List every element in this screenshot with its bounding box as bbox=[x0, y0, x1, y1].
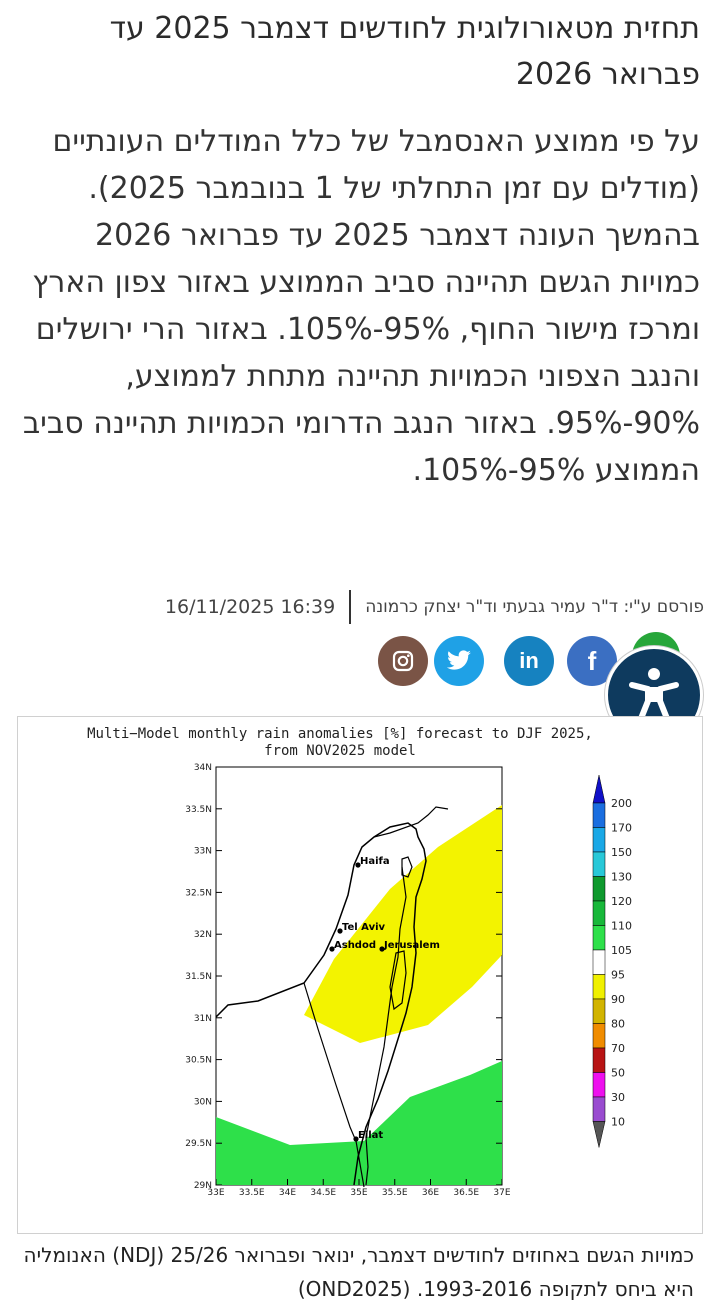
map-title-line1: Multi−Model monthly rain anomalies [%] f… bbox=[87, 726, 593, 742]
lon-label: 36.5E bbox=[453, 1188, 479, 1198]
legend-swatch bbox=[592, 876, 606, 902]
lon-label: 35.5E bbox=[382, 1188, 408, 1198]
linkedin-share-button[interactable]: in bbox=[504, 636, 554, 686]
city-label: Eilat bbox=[358, 1130, 383, 1141]
legend-swatch bbox=[592, 974, 606, 1000]
lat-label: 33.5N bbox=[185, 805, 212, 815]
legend-swatch bbox=[592, 998, 606, 1024]
above-average-zone bbox=[216, 1061, 502, 1185]
facebook-icon: f bbox=[587, 645, 597, 676]
coastline bbox=[215, 822, 427, 1186]
article-title: תחזית מטאורולוגית לחודשים דצמבר 2025 עד … bbox=[109, 11, 700, 92]
legend-label: 105 bbox=[611, 944, 632, 957]
lat-label: 32N bbox=[194, 930, 212, 940]
legend-swatch bbox=[592, 925, 606, 951]
border-line bbox=[303, 982, 365, 1188]
legend-swatch bbox=[592, 1096, 606, 1122]
legend-arrow-bottom bbox=[592, 1121, 606, 1148]
lat-label: 30.5N bbox=[185, 1056, 212, 1066]
article-lead: על פי ממוצע האנסמבל של כלל המודלים העונת… bbox=[22, 124, 700, 488]
city-marker bbox=[353, 1136, 359, 1142]
legend-label: 170 bbox=[611, 822, 632, 835]
legend-swatch bbox=[592, 1072, 606, 1098]
publish-date: 16/11/2025 16:39 bbox=[164, 596, 336, 618]
lat-label: 29.5N bbox=[185, 1139, 212, 1149]
figure-caption: כמויות הגשם באחוזים לחודשים דצמבר, ינואר… bbox=[23, 1243, 694, 1301]
lon-label: 37E bbox=[493, 1188, 510, 1198]
city-marker bbox=[337, 928, 343, 934]
accessibility-icon bbox=[629, 668, 679, 724]
legend-label: 95 bbox=[611, 969, 625, 982]
byline-author: פורסם ע"י: ד"ר עמיר גבעתי וד"ר יצחק כרמו… bbox=[365, 597, 704, 617]
lon-label: 33.5E bbox=[239, 1188, 265, 1198]
byline-divider bbox=[349, 590, 352, 624]
twitter-icon bbox=[446, 650, 471, 670]
city-marker bbox=[329, 946, 335, 952]
legend-label: 150 bbox=[611, 846, 632, 859]
sea-of-galilee bbox=[401, 856, 413, 878]
lat-label: 31N bbox=[194, 1014, 212, 1024]
lon-label: 33E bbox=[207, 1188, 224, 1198]
legend-swatch bbox=[592, 1047, 606, 1073]
lat-label: 32.5N bbox=[185, 888, 212, 898]
lon-label: 35E bbox=[350, 1188, 367, 1198]
legend-label: 130 bbox=[611, 871, 632, 884]
legend-swatch bbox=[592, 827, 606, 853]
legend-label: 10 bbox=[611, 1116, 625, 1129]
legend-label: 110 bbox=[611, 920, 632, 933]
legend-label: 90 bbox=[611, 993, 625, 1006]
legend-swatch bbox=[592, 1023, 606, 1049]
legend-label: 30 bbox=[611, 1091, 625, 1104]
lon-label: 36E bbox=[422, 1188, 439, 1198]
legend-swatch bbox=[592, 802, 606, 828]
legend-label: 50 bbox=[611, 1067, 625, 1080]
city-label: Ashdod bbox=[334, 940, 376, 951]
twitter-share-button[interactable] bbox=[434, 636, 484, 686]
legend-label: 200 bbox=[611, 797, 632, 810]
legend-swatch bbox=[592, 851, 606, 877]
lon-label: 34E bbox=[279, 1188, 296, 1198]
city-label: Haifa bbox=[360, 856, 390, 867]
legend-label: 120 bbox=[611, 895, 632, 908]
below-average-zone bbox=[304, 805, 502, 1043]
rain-anomaly-map: Multi−Model monthly rain anomalies [%] f… bbox=[87, 726, 632, 1198]
city-marker bbox=[355, 862, 361, 868]
instagram-icon bbox=[392, 650, 414, 672]
lat-label: 34N bbox=[194, 763, 212, 773]
lat-label: 33N bbox=[194, 847, 212, 857]
lon-label: 34.5E bbox=[310, 1188, 336, 1198]
lat-label: 29N bbox=[194, 1181, 212, 1191]
jordan-valley bbox=[365, 866, 407, 1186]
map-title-line2: from NOV2025 model bbox=[264, 743, 416, 759]
instagram-share-button[interactable] bbox=[378, 636, 428, 686]
lat-label: 30N bbox=[194, 1097, 212, 1107]
legend-swatch bbox=[592, 949, 606, 975]
legend-label: 80 bbox=[611, 1018, 625, 1031]
linkedin-icon: in bbox=[519, 648, 539, 673]
legend-arrow-top bbox=[592, 774, 606, 804]
legend-label: 70 bbox=[611, 1042, 625, 1055]
byline: פורסם ע"י: ד"ר עמיר גבעתי וד"ר יצחק כרמו… bbox=[14, 589, 704, 625]
lat-label: 31.5N bbox=[185, 972, 212, 982]
city-label: Tel Aviv bbox=[342, 922, 386, 933]
dead-sea bbox=[389, 950, 407, 1011]
north-border bbox=[373, 806, 449, 838]
city-label: Jerusalem bbox=[383, 940, 440, 951]
legend-swatch bbox=[592, 900, 606, 926]
forecast-map-figure: Multi−Model monthly rain anomalies [%] f… bbox=[17, 716, 703, 1234]
city-marker bbox=[379, 946, 385, 952]
